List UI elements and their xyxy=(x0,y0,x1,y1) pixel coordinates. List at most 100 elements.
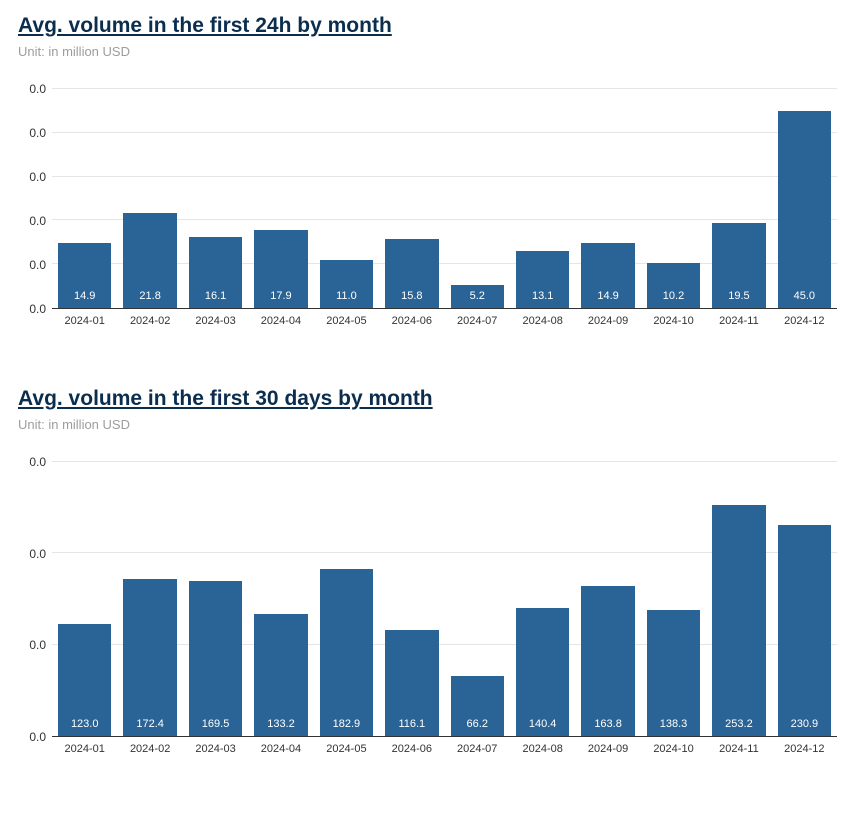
bar-value-label: 5.2 xyxy=(470,290,485,308)
x-tick-label: 2024-12 xyxy=(778,743,831,755)
bar-slot: 163.8 xyxy=(581,462,634,736)
chart-block: Avg. volume in the first 24h by month Uni… xyxy=(18,14,837,327)
bar-slot: 138.3 xyxy=(647,462,700,736)
bar-slot: 66.2 xyxy=(451,462,504,736)
bar-slot: 140.4 xyxy=(516,462,569,736)
x-tick-label: 2024-11 xyxy=(712,315,765,327)
bar-slot: 16.1 xyxy=(189,89,242,308)
chart-title: Avg. volume in the first 24h by month xyxy=(18,14,837,38)
bar-value-label: 11.0 xyxy=(336,290,357,308)
bar-slot: 17.9 xyxy=(254,89,307,308)
bar-value-label: 13.1 xyxy=(532,290,553,308)
bar-value-label: 21.8 xyxy=(139,290,160,308)
bar-slot: 13.1 xyxy=(516,89,569,308)
bar: 172.4 xyxy=(123,579,176,736)
bar-value-label: 45.0 xyxy=(794,290,815,308)
x-tick-label: 2024-02 xyxy=(123,743,176,755)
y-tick-label: 0.0 xyxy=(29,302,46,316)
x-tick-label: 2024-06 xyxy=(385,743,438,755)
bars-container: 123.0 172.4 169.5 133.2 182.9 116.1 66.2 140.4 1… xyxy=(52,462,837,736)
x-tick-label: 2024-10 xyxy=(647,315,700,327)
x-tick-label: 2024-05 xyxy=(320,315,373,327)
bar-slot: 116.1 xyxy=(385,462,438,736)
x-tick-label: 2024-08 xyxy=(516,743,569,755)
bar: 138.3 xyxy=(647,610,700,736)
x-tick-label: 2024-05 xyxy=(320,743,373,755)
x-tick-label: 2024-04 xyxy=(254,743,307,755)
x-tick-label: 2024-01 xyxy=(58,743,111,755)
bar-value-label: 10.2 xyxy=(663,290,684,308)
x-tick-label: 2024-03 xyxy=(189,315,242,327)
bar-slot: 182.9 xyxy=(320,462,373,736)
y-axis: 0.00.00.00.00.00.0 xyxy=(18,89,52,309)
y-tick-label: 0.0 xyxy=(29,455,46,469)
bar: 116.1 xyxy=(385,630,438,736)
bar: 169.5 xyxy=(189,581,242,736)
x-tick-label: 2024-09 xyxy=(581,743,634,755)
bar-slot: 19.5 xyxy=(712,89,765,308)
bar-value-label: 17.9 xyxy=(270,290,291,308)
bar-value-label: 230.9 xyxy=(791,718,819,736)
bar: 21.8 xyxy=(123,213,176,308)
bar: 133.2 xyxy=(254,614,307,736)
x-tick-label: 2024-11 xyxy=(712,743,765,755)
bar-slot: 45.0 xyxy=(778,89,831,308)
x-tick-label: 2024-01 xyxy=(58,315,111,327)
y-tick-label: 0.0 xyxy=(29,638,46,652)
bar: 14.9 xyxy=(58,243,111,308)
chart-block: Avg. volume in the first 30 days by mont… xyxy=(18,387,837,755)
bar: 11.0 xyxy=(320,260,373,308)
bar-value-label: 19.5 xyxy=(728,290,749,308)
bar-slot: 123.0 xyxy=(58,462,111,736)
bar-slot: 169.5 xyxy=(189,462,242,736)
bar-slot: 172.4 xyxy=(123,462,176,736)
x-axis: 2024-01 2024-02 2024-03 2024-04 2024-05 2024-… xyxy=(52,743,837,755)
x-tick-label: 2024-02 xyxy=(123,315,176,327)
bar: 10.2 xyxy=(647,263,700,308)
bar-value-label: 172.4 xyxy=(136,718,164,736)
x-tick-label: 2024-07 xyxy=(451,743,504,755)
bar-slot: 14.9 xyxy=(58,89,111,308)
x-tick-label: 2024-07 xyxy=(451,315,504,327)
bar-slot: 10.2 xyxy=(647,89,700,308)
bar: 123.0 xyxy=(58,624,111,736)
bar-slot: 133.2 xyxy=(254,462,307,736)
bar: 230.9 xyxy=(778,525,831,736)
bar-value-label: 16.1 xyxy=(205,290,226,308)
bar-value-label: 253.2 xyxy=(725,718,753,736)
y-tick-label: 0.0 xyxy=(29,170,46,184)
chart-subtitle: Unit: in million USD xyxy=(18,417,837,432)
bar-value-label: 14.9 xyxy=(597,290,618,308)
bar-slot: 230.9 xyxy=(778,462,831,736)
bar-slot: 15.8 xyxy=(385,89,438,308)
bar-slot: 14.9 xyxy=(581,89,634,308)
bar-value-label: 138.3 xyxy=(660,718,688,736)
bar-value-label: 163.8 xyxy=(594,718,622,736)
bar: 45.0 xyxy=(778,111,831,308)
bar: 19.5 xyxy=(712,223,765,308)
bar: 140.4 xyxy=(516,608,569,736)
bar: 163.8 xyxy=(581,586,634,736)
y-tick-label: 0.0 xyxy=(29,730,46,744)
bar-value-label: 182.9 xyxy=(333,718,361,736)
bar: 14.9 xyxy=(581,243,634,308)
bar-slot: 253.2 xyxy=(712,462,765,736)
bar: 253.2 xyxy=(712,505,765,736)
chart-subtitle: Unit: in million USD xyxy=(18,44,837,59)
chart-area: 0.00.00.00.0123.0172.4169.5133.2182.9116… xyxy=(18,462,837,737)
bars-container: 14.9 21.8 16.1 17.9 11.0 15.8 5.2 13.1 14.9 10.2 1… xyxy=(52,89,837,308)
x-axis: 2024-01 2024-02 2024-03 2024-04 2024-05 2024-… xyxy=(52,315,837,327)
x-tick-label: 2024-03 xyxy=(189,743,242,755)
y-tick-label: 0.0 xyxy=(29,547,46,561)
bar: 13.1 xyxy=(516,251,569,308)
x-tick-label: 2024-10 xyxy=(647,743,700,755)
bar: 16.1 xyxy=(189,237,242,308)
bar-value-label: 169.5 xyxy=(202,718,230,736)
bar-value-label: 66.2 xyxy=(467,718,488,736)
bar-value-label: 133.2 xyxy=(267,718,295,736)
x-tick-label: 2024-04 xyxy=(254,315,307,327)
bar: 66.2 xyxy=(451,676,504,736)
y-tick-label: 0.0 xyxy=(29,214,46,228)
y-tick-label: 0.0 xyxy=(29,82,46,96)
x-tick-label: 2024-12 xyxy=(778,315,831,327)
